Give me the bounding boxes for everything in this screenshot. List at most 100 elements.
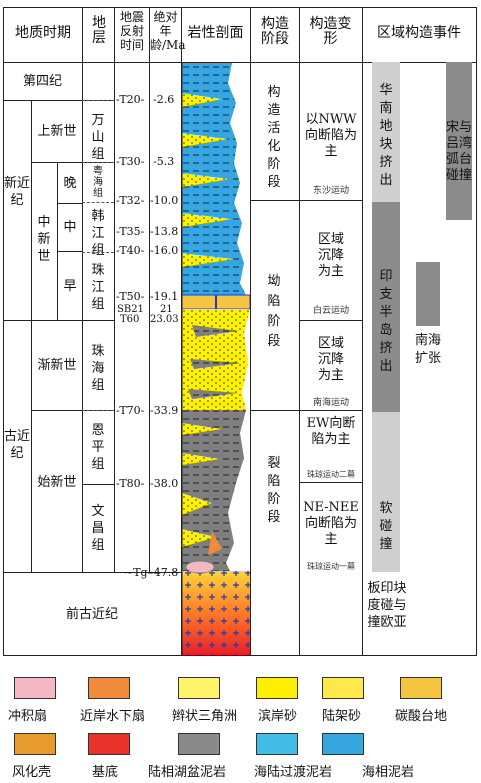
seismic-t80: -T80- bbox=[116, 477, 145, 490]
header-regional-events: 区域构造事件 bbox=[377, 25, 461, 41]
seismic-tg: ~Tg- bbox=[124, 566, 152, 579]
header-lithology: 岩性剖面 bbox=[187, 25, 244, 41]
frame-left bbox=[3, 7, 4, 656]
event-bar-south-china bbox=[372, 62, 400, 202]
legend-swatch bbox=[178, 677, 220, 699]
row-line-mid bbox=[57, 251, 82, 252]
stage-depression: 坳陷阶段 bbox=[267, 274, 281, 349]
deform-dongsha: 东沙运动 bbox=[312, 186, 349, 196]
row-line-late bbox=[57, 203, 82, 204]
age-38-0: -38.0 bbox=[150, 477, 179, 490]
period-neogene: 新近纪 bbox=[4, 176, 31, 208]
row-line-neogene bbox=[3, 320, 114, 321]
stage-divider-2 bbox=[250, 410, 299, 411]
stage-activation: 构造活化阶段 bbox=[267, 85, 281, 190]
formation-yuehai: 粤海组 bbox=[93, 166, 103, 199]
seismic-t32: -T32- bbox=[116, 194, 145, 207]
col-line-2 bbox=[114, 7, 115, 573]
deform-regional-2: 区域沉降为主 bbox=[317, 336, 344, 383]
sub-middle: 中 bbox=[63, 220, 77, 235]
period-paleogene: 古近纪 bbox=[4, 429, 31, 461]
event-song-lu: 宋与吕湾弧台碰撞 bbox=[445, 120, 472, 183]
formation-wanshan: 万山组 bbox=[91, 113, 105, 162]
seismic-t70: -T70- bbox=[116, 404, 145, 417]
header-period: 地质时期 bbox=[15, 25, 71, 41]
row-line-oligo bbox=[31, 410, 114, 411]
col-line-6 bbox=[299, 7, 300, 656]
epoch-eocene: 始新世 bbox=[37, 475, 77, 490]
lithology-column bbox=[182, 63, 250, 655]
row-line-q bbox=[3, 100, 114, 101]
deform-nanhai: 南海运动 bbox=[312, 398, 349, 408]
row-line-paleogene bbox=[3, 572, 181, 573]
row-line-plio bbox=[31, 162, 114, 163]
legend-swatch bbox=[14, 733, 56, 755]
sub-early: 早 bbox=[63, 279, 77, 294]
stage-divider-1 bbox=[250, 200, 299, 201]
age-5-3: -5.3 bbox=[153, 155, 175, 168]
age-47-8: -47.8 bbox=[150, 566, 179, 579]
epoch-miocene: 中新世 bbox=[37, 215, 51, 264]
age-33-9: -33.9 bbox=[150, 404, 179, 417]
event-scs-spreading: 南海扩张 bbox=[414, 333, 441, 366]
deform-divider-1 bbox=[299, 200, 362, 201]
legend-label: 近岸水下扇 bbox=[80, 709, 146, 724]
header-divider bbox=[3, 62, 477, 63]
frame-right bbox=[476, 7, 477, 656]
col-paleo-inner bbox=[31, 320, 32, 572]
seismic-sb21: SB21 bbox=[117, 304, 144, 315]
col-subepoch bbox=[57, 162, 58, 320]
legend-label: 冲积扇 bbox=[8, 709, 48, 724]
deform-regional-1: 区域沉降为主 bbox=[317, 232, 344, 279]
age-2-6: -2.6 bbox=[153, 93, 175, 106]
boundary-t32 bbox=[82, 202, 114, 203]
legend-label: 陆相湖盆泥岩 bbox=[148, 765, 227, 780]
legend-swatch bbox=[256, 733, 298, 755]
deform-divider-4 bbox=[299, 482, 362, 483]
seismic-t20: -T20- bbox=[116, 93, 145, 106]
age-21: 21 bbox=[160, 304, 173, 315]
stage-rifting: 裂陷阶段 bbox=[267, 456, 281, 525]
event-bar-indochina bbox=[372, 202, 400, 412]
period-quaternary: 第四纪 bbox=[22, 74, 62, 89]
col-period-inner bbox=[31, 101, 32, 320]
deform-ne: NE-NEE向断陷为主 bbox=[303, 500, 359, 547]
seismic-t30: -T30- bbox=[116, 155, 145, 168]
age-23-03: 23.03 bbox=[150, 314, 179, 325]
period-pre-paleogene: 前古近纪 bbox=[65, 607, 118, 622]
legend-swatch bbox=[400, 677, 442, 699]
deform-baiyun: 白云运动 bbox=[312, 306, 349, 316]
frame-top bbox=[3, 7, 477, 8]
legend-label: 碳酸台地 bbox=[395, 709, 448, 724]
col-line-3 bbox=[149, 7, 150, 573]
event-bar-scs-spreading bbox=[416, 262, 440, 326]
legend-label: 海相泥岩 bbox=[362, 765, 415, 780]
row-line-enping bbox=[82, 484, 114, 485]
deform-divider-2 bbox=[299, 320, 362, 321]
event-bar-song-lu bbox=[446, 62, 472, 220]
boundary-t20 bbox=[82, 100, 114, 101]
lithology-enping-mud bbox=[182, 410, 246, 483]
formation-enping: 恩平组 bbox=[91, 423, 105, 472]
col-line-1 bbox=[82, 7, 83, 573]
deform-divider-3 bbox=[299, 410, 362, 411]
header-stratum: 地层 bbox=[92, 15, 106, 46]
legend-swatch bbox=[322, 733, 364, 755]
age-10-0: -10.0 bbox=[150, 194, 179, 207]
event-indochina: 印支半岛挤出 bbox=[379, 269, 393, 374]
deform-nww: 以NWW向断陷为主 bbox=[304, 112, 357, 159]
header-seismic: 地震反射时间 bbox=[119, 10, 144, 52]
legend-swatch bbox=[88, 733, 130, 755]
event-south-china: 华南地块挤出 bbox=[379, 83, 393, 188]
formation-wenchang: 文昌组 bbox=[91, 504, 105, 553]
legend-swatch bbox=[14, 677, 56, 699]
seismic-t50: -T50- bbox=[116, 290, 145, 303]
sub-late: 晚 bbox=[63, 176, 77, 191]
epoch-pliocene: 上新世 bbox=[37, 124, 77, 139]
legend-swatch bbox=[322, 677, 364, 699]
formation-hanjiang: 韩江组 bbox=[91, 209, 105, 258]
header-tectonic-deform: 构造变形 bbox=[309, 16, 352, 47]
header-tectonic-stage: 构造阶段 bbox=[261, 16, 289, 47]
header-age: 绝对年龄/Ma bbox=[150, 10, 186, 52]
